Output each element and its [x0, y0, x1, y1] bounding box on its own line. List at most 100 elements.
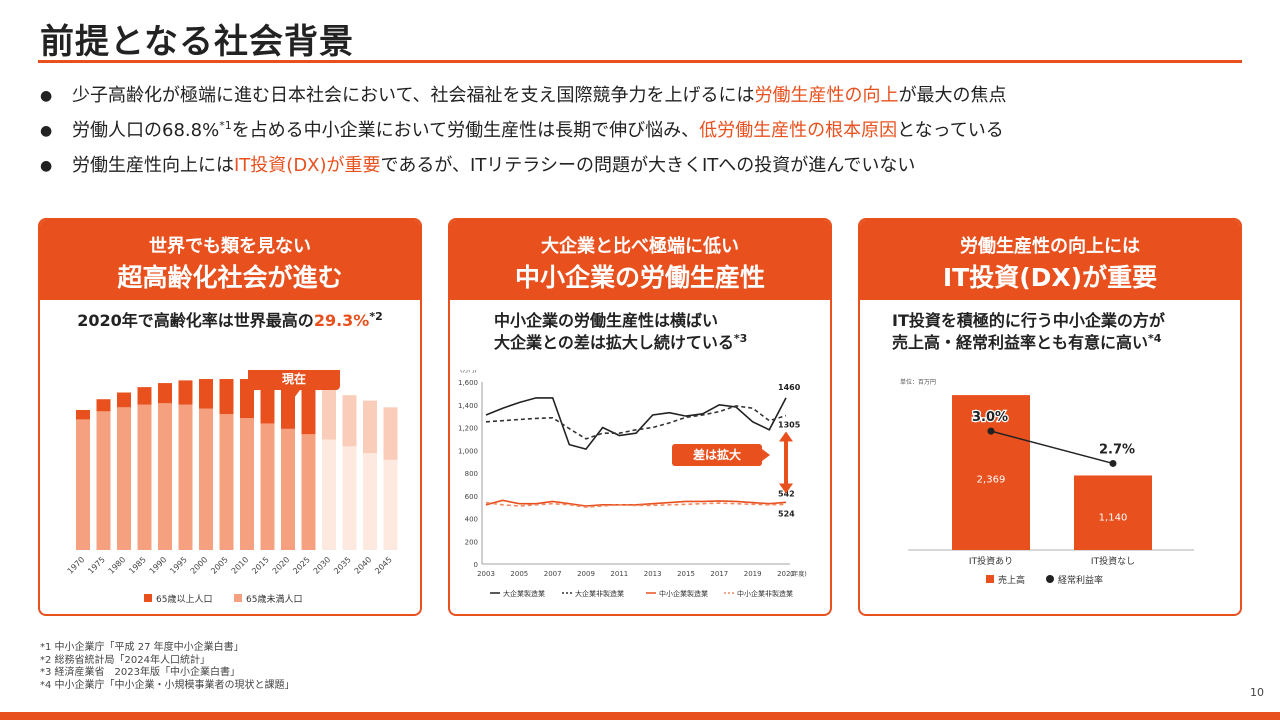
legend-label: 売上高 [998, 574, 1025, 586]
bullet-dot-icon: ● [40, 88, 53, 104]
legend-swatch [144, 594, 152, 602]
bar-over65 [158, 383, 172, 404]
x-tick-label: 2005 [209, 555, 230, 576]
footnote: *1 中小企業庁「平成 27 年度中小企業白書」 [40, 642, 244, 653]
bullet-text: が最大の焦点 [898, 85, 1007, 106]
x-tick-label: 2030 [312, 555, 333, 576]
card-header-line2: 超高齢化社会が進む [117, 263, 343, 292]
callout-box [248, 370, 340, 390]
legend-label: 65歳以上人口 [156, 593, 212, 605]
footnote-ref: *2 [369, 310, 383, 323]
x-tick-label: 2019 [744, 570, 762, 578]
bar-under65 [260, 423, 275, 550]
aging-population-chart: 1970 1975 1980 1985 1990 1995 2000 2005 2010 2015… [66, 370, 398, 605]
data-label: 1305 [778, 421, 801, 430]
card-header: 労働生産性の向上には IT投資(DX)が重要 [860, 220, 1240, 300]
bar-under65 [178, 404, 193, 550]
bullet-dot-icon: ● [40, 123, 53, 139]
bar-over65 [137, 387, 152, 405]
card-subtitle-highlight: 29.3% [313, 311, 370, 330]
card-header: 世界でも類を見ない 超高齢化社会が進む [40, 220, 420, 300]
bar-over65 [117, 392, 131, 408]
footnote: *3 経済産業省 2023年版「中小企業白書」 [40, 667, 240, 678]
it-investment-chart: 単位：百万円 2,369 IT投資あり 1,140 IT投資なし 3.0% 2.7% 売上高 経… [900, 378, 1194, 586]
y-tick-label: 400 [465, 516, 478, 524]
bar-value-label: 1,140 [1099, 513, 1128, 524]
legend-label: 大企業製造業 [503, 589, 545, 598]
x-tick-label: IT投資あり [969, 555, 1013, 567]
x-tick-label: 2025 [291, 555, 312, 576]
y-tick-label: 1,600 [458, 379, 478, 387]
bar-over65 [301, 384, 316, 435]
bar-under65 [117, 407, 131, 550]
y-unit-label: (万円) [460, 370, 477, 374]
legend-label: 中小企業非製造業 [737, 589, 793, 598]
x-tick-label: 2015 [250, 555, 271, 576]
callout-pointer [288, 390, 300, 398]
x-tick-label: 2015 [677, 570, 695, 578]
margin-point [987, 427, 995, 435]
footnote: *2 総務省統計局「2024年人口統計」 [40, 654, 210, 666]
data-label: 1460 [778, 383, 801, 392]
bar-sales [952, 395, 1030, 550]
x-tick-label: 2020 [271, 555, 292, 576]
card-header-line1: 労働生産性の向上には [960, 236, 1140, 257]
x-tick-label: 2013 [644, 570, 662, 578]
unit-label: 単位：百万円 [900, 378, 936, 386]
bar-sales [1074, 475, 1152, 550]
x-tick-label: 2010 [230, 555, 251, 576]
card-subtitle-line1: 中小企業の労働生産性は横ばい [494, 311, 719, 330]
callout-label: 現在 [282, 371, 306, 386]
legend-label: 経常利益率 [1058, 574, 1103, 586]
bullet-highlight: 低労働生産性の根本原因 [699, 120, 898, 141]
x-tick-label: 1980 [107, 555, 128, 576]
x-tick-label: 2011 [610, 570, 628, 578]
card-subtitle-line1: IT投資を積極的に行う中小企業の方が [892, 311, 1165, 330]
bullet-list: ● 少子高齢化が極端に進む日本社会において、社会福祉を支え国際競争力を上げるには… [40, 84, 1240, 189]
bar-over65 [178, 380, 193, 405]
x-tick-label: 1970 [66, 555, 87, 576]
callout-box [672, 444, 762, 466]
bar-over65 [96, 399, 111, 412]
bar-over65 [76, 410, 90, 420]
series-line [485, 501, 787, 508]
card-header-line1: 大企業と比べ極端に低い [541, 236, 739, 257]
card-header-line2: 中小企業の労働生産性 [514, 263, 765, 292]
x-tick-label: 2007 [544, 570, 562, 578]
bar-over65 [260, 379, 275, 424]
x-tick-label: 2003 [477, 570, 495, 578]
card-subtitle-line2: 大企業との差は拡大し続けている [494, 333, 734, 352]
bar-over65 [199, 379, 213, 409]
bar-under65 [363, 453, 377, 550]
legend-label: 大企業非製造業 [575, 589, 624, 598]
bullet-highlight: 労働生産性の向上 [754, 85, 899, 106]
card-header: 大企業と比べ極端に低い 中小企業の労働生産性 [450, 220, 830, 300]
bar-over65 [219, 379, 234, 415]
x-tick-label: 1975 [86, 555, 107, 576]
bullet-text: 労働人口の68.8% [72, 120, 220, 141]
bar-under65 [199, 408, 213, 550]
bullet-text: 少子高齢化が極端に進む日本社会において、社会福祉を支え国際競争力を上げるには [72, 85, 755, 106]
bar-under65 [281, 428, 295, 550]
card-subtitle-text: 2020年で高齢化率は世界最高の [77, 311, 314, 330]
bullet-text: であるが、ITリテラシーの問題が大きくITへの投資が進んでいない [380, 155, 916, 176]
series-line [485, 397, 787, 451]
x-tick-label: 2017 [710, 570, 728, 578]
footnote-ref: *4 [1148, 332, 1162, 345]
x-tick-label: 2045 [373, 555, 394, 576]
bullet-text: を占める中小企業において労働生産性は長期で伸び悩み、 [231, 120, 700, 141]
bullet-text: となっている [897, 120, 1004, 141]
bottom-bar [0, 712, 1280, 720]
callout-label: 差は拡大 [692, 447, 741, 462]
legend-label: 65歳未満人口 [246, 593, 302, 605]
margin-value-label: 2.7% [1099, 442, 1135, 457]
footnote-ref: *1 [219, 119, 232, 132]
bar-under65 [322, 439, 336, 550]
bar-over65 [342, 395, 357, 447]
bar-under65 [137, 404, 152, 550]
x-tick-label: 2005 [510, 570, 528, 578]
margin-point [1109, 459, 1117, 467]
footnote-ref: *3 [733, 332, 748, 345]
bar-under65 [158, 403, 172, 550]
bullet-item: ● 労働生産性向上にはIT投資(DX)が重要であるが、ITリテラシーの問題が大き… [40, 154, 1240, 189]
